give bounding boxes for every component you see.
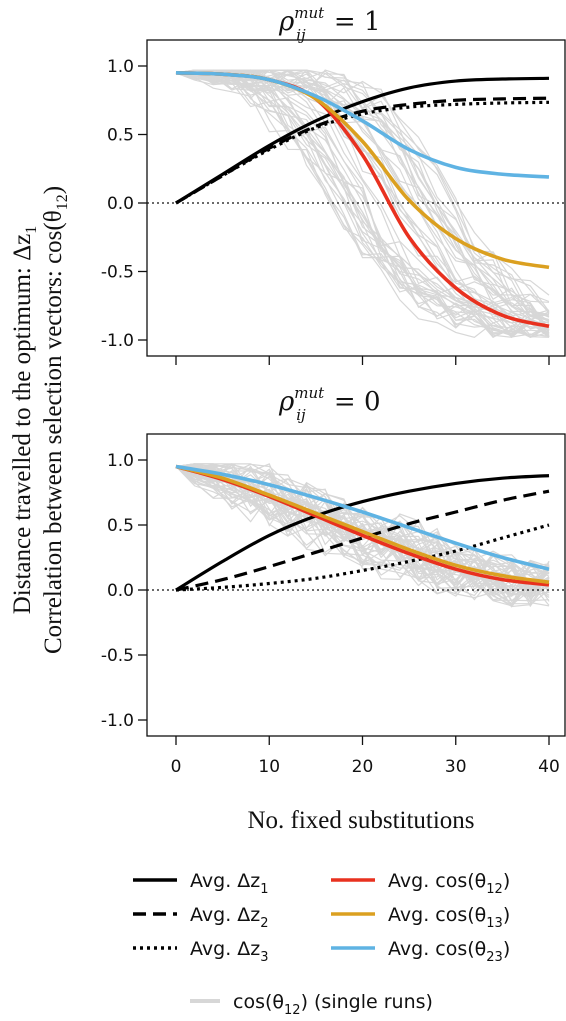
panel-title-top: ρmut ij = 1 [278, 4, 381, 44]
legend-label-dz2: Avg. Δz2 [190, 904, 269, 931]
xlabel: No. fixed substitutions [247, 807, 474, 834]
legend: Avg. Δz1 Avg. Δz2 Avg. Δz3 Avg. cos(θ12) Avg… [133, 870, 510, 1018]
y-tick-label: -1.0 [101, 331, 134, 351]
plot-frame [146, 39, 566, 357]
legend-label-c13: Avg. cos(θ13) [388, 904, 510, 931]
y-tick-label: 0.0 [107, 194, 134, 214]
x-tick-label: 20 [352, 757, 374, 777]
series-line-solid-black [175, 474, 550, 592]
single-run-line [175, 69, 550, 312]
y-tick-label: 1.0 [107, 57, 134, 77]
legend-label-c12: Avg. cos(θ12) [388, 870, 510, 897]
single-run-line [175, 70, 550, 335]
x-tick-label: 0 [171, 757, 182, 777]
legend-label-dz3: Avg. Δz3 [190, 938, 269, 965]
series-line-dashed-black [175, 489, 550, 592]
series-line-blue [175, 464, 550, 571]
x-tick-label: 10 [258, 757, 280, 777]
series-line-dashed-black [175, 96, 550, 205]
plot-panel-top: 1.0 0.5 0.0 -0.5 -1.0 [101, 39, 566, 365]
legend-label-runs: cos(θ12) (single runs) [233, 991, 433, 1018]
single-run-line [175, 69, 550, 321]
y-tick-label: 0.0 [107, 581, 134, 601]
single-run-line [175, 69, 550, 332]
plot-frame [146, 433, 566, 737]
single-run-line [176, 69, 550, 316]
single-run-line [175, 72, 550, 339]
single-run-line [175, 463, 550, 587]
single-run-line [175, 72, 550, 335]
legend-label-dz1: Avg. Δz1 [190, 870, 269, 897]
series-line-dotted-black [175, 523, 550, 592]
panel-title-bottom: ρmut ij = 0 [278, 384, 381, 424]
y-tick-label: -0.5 [101, 263, 134, 283]
series-line-orange [175, 464, 550, 584]
single-run-line [175, 71, 550, 334]
y-tick-label: 1.0 [107, 451, 134, 471]
y-tick-label: 0.5 [107, 516, 134, 536]
x-tick-label: 30 [445, 757, 467, 777]
plot-panel-bottom: 1.0 0.5 0.0 -0.5 -1.0 0 10 20 30 40 [101, 433, 566, 777]
y-tick-label: -1.0 [101, 711, 134, 731]
y-tick-label: -0.5 [101, 646, 134, 666]
single-run-line [175, 466, 550, 597]
y-tick-label: 0.5 [107, 126, 134, 146]
legend-label-c23: Avg. cos(θ23) [388, 938, 510, 965]
ylabel-line2: Correlation between selection vectors: c… [40, 186, 71, 654]
ylabel-line1: Distance travelled to the optimum: Δz1 [9, 226, 40, 615]
single-run-line [175, 463, 550, 587]
series-line-blue [175, 71, 550, 179]
x-tick-label: 40 [538, 757, 560, 777]
single-run-line [175, 465, 550, 588]
